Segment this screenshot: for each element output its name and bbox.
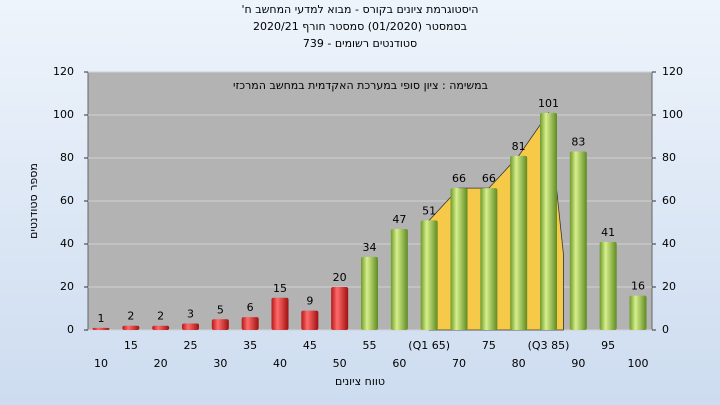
- plot-layer: 0204060801001200204060801001201011522022…: [53, 65, 683, 370]
- data-label: 41: [601, 226, 615, 239]
- x-tick-label: 100: [628, 357, 649, 370]
- y2-tick-label: 100: [662, 108, 683, 121]
- x-tick-label: 30: [213, 357, 227, 370]
- bar: [152, 325, 170, 330]
- x-tick-label: 45: [303, 339, 317, 352]
- x-tick-label: 70: [452, 357, 466, 370]
- y-tick-label: 20: [60, 280, 74, 293]
- data-label: 34: [363, 241, 377, 254]
- data-label: 15: [273, 282, 287, 295]
- bar: [331, 287, 349, 330]
- y-axis-label: מספר סטודנטים: [27, 163, 40, 239]
- x-tick-label: 25: [184, 339, 198, 352]
- data-label: 2: [127, 310, 134, 323]
- bar: [241, 317, 259, 330]
- y2-tick-label: 60: [662, 194, 676, 207]
- y-tick-label: 60: [60, 194, 74, 207]
- chart-subtitle: בסמסטר (01/2020) סמסטר חורף 2020/21: [253, 20, 467, 33]
- y2-tick-label: 20: [662, 280, 676, 293]
- y-tick-label: 100: [53, 108, 74, 121]
- x-tick-label: 50: [333, 357, 347, 370]
- x-tick-label: 20: [154, 357, 168, 370]
- bar: [182, 323, 199, 330]
- bar: [301, 310, 319, 330]
- bar: [480, 188, 498, 330]
- data-label: 3: [187, 308, 194, 321]
- data-label: 47: [392, 213, 406, 226]
- data-label: 2: [157, 310, 164, 323]
- bar: [450, 188, 468, 330]
- bar: [390, 228, 408, 330]
- data-label: 81: [512, 140, 526, 153]
- data-label: 101: [538, 97, 559, 110]
- y2-tick-label: 0: [662, 323, 669, 336]
- x-tick-label: 55: [363, 339, 377, 352]
- chart-subtitle: סטודנטים רשומים - 739: [303, 37, 417, 50]
- y2-tick-label: 120: [662, 65, 683, 78]
- bar: [569, 151, 587, 330]
- x-tick-label: 95: [601, 339, 615, 352]
- x-tick-label: 60: [392, 357, 406, 370]
- bar: [361, 256, 378, 330]
- y2-tick-label: 80: [662, 151, 676, 164]
- bar: [629, 295, 647, 330]
- data-label: 83: [571, 136, 585, 149]
- chart-title: היסטוגרמת ציונים בקורס - מבוא למדעי המחש…: [242, 3, 479, 16]
- data-label: 51: [422, 204, 436, 217]
- data-label: 66: [452, 172, 466, 185]
- y-tick-label: 40: [60, 237, 74, 250]
- x-tick-label: 40: [273, 357, 287, 370]
- data-label: 9: [306, 295, 313, 308]
- data-label: 66: [482, 172, 496, 185]
- x-tick-label: 10: [94, 357, 108, 370]
- bar: [122, 325, 140, 330]
- y-tick-label: 0: [67, 323, 74, 336]
- x-tick-label: 75: [482, 339, 496, 352]
- bar: [271, 297, 289, 330]
- data-label: 5: [217, 303, 224, 316]
- x-tick-label: (Q3 85): [528, 339, 570, 352]
- y-tick-label: 120: [53, 65, 74, 78]
- y2-tick-label: 40: [662, 237, 676, 250]
- bar: [211, 319, 229, 330]
- bar: [510, 155, 528, 330]
- annotation: במשימה : ציון סופי במערכת האקדמית במחשב …: [233, 79, 488, 92]
- x-tick-label: 35: [243, 339, 257, 352]
- x-tick-label: 15: [124, 339, 138, 352]
- bar: [420, 220, 438, 330]
- data-label: 16: [631, 280, 645, 293]
- x-tick-label: (Q1 65): [408, 339, 450, 352]
- bar: [599, 241, 617, 330]
- y-tick-label: 80: [60, 151, 74, 164]
- bar: [92, 327, 110, 330]
- data-label: 6: [247, 301, 254, 314]
- x-tick-label: 90: [571, 357, 585, 370]
- bar: [540, 112, 557, 330]
- data-label: 20: [333, 271, 347, 284]
- x-axis-label: טווח ציונים: [335, 375, 385, 388]
- x-tick-label: 80: [512, 357, 526, 370]
- data-label: 1: [98, 312, 105, 325]
